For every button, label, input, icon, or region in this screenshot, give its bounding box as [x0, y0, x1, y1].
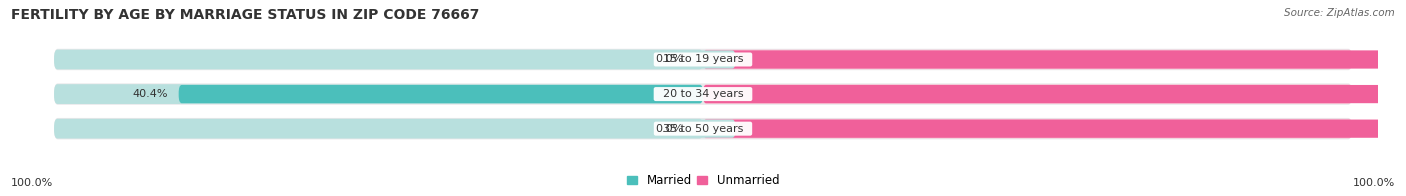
FancyBboxPatch shape [690, 50, 735, 69]
Legend: Married, Unmarried: Married, Unmarried [621, 169, 785, 192]
FancyBboxPatch shape [703, 84, 1353, 104]
FancyBboxPatch shape [703, 120, 1406, 138]
FancyBboxPatch shape [53, 83, 1353, 105]
Text: Source: ZipAtlas.com: Source: ZipAtlas.com [1284, 8, 1395, 18]
Text: FERTILITY BY AGE BY MARRIAGE STATUS IN ZIP CODE 76667: FERTILITY BY AGE BY MARRIAGE STATUS IN Z… [11, 8, 479, 22]
FancyBboxPatch shape [53, 84, 703, 104]
Text: 35 to 50 years: 35 to 50 years [655, 124, 751, 134]
Text: 0.0%: 0.0% [655, 124, 683, 134]
FancyBboxPatch shape [703, 50, 1353, 69]
Text: 20 to 34 years: 20 to 34 years [655, 89, 751, 99]
FancyBboxPatch shape [690, 120, 735, 138]
FancyBboxPatch shape [703, 119, 1353, 139]
Text: 100.0%: 100.0% [1353, 178, 1395, 188]
Text: 0.0%: 0.0% [655, 54, 683, 64]
FancyBboxPatch shape [703, 85, 1406, 103]
FancyBboxPatch shape [53, 119, 703, 139]
Text: 15 to 19 years: 15 to 19 years [655, 54, 751, 64]
Text: 100.0%: 100.0% [11, 178, 53, 188]
FancyBboxPatch shape [179, 85, 703, 103]
FancyBboxPatch shape [53, 50, 703, 69]
FancyBboxPatch shape [53, 49, 1353, 70]
FancyBboxPatch shape [703, 50, 1406, 69]
FancyBboxPatch shape [53, 118, 1353, 139]
Text: 40.4%: 40.4% [132, 89, 169, 99]
